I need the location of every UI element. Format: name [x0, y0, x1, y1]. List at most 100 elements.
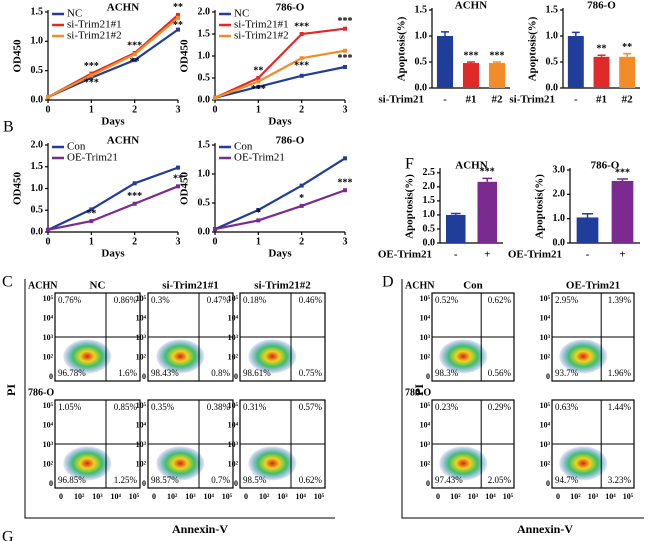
- x-tick-label: 10⁵: [129, 492, 140, 501]
- point: [343, 26, 347, 31]
- point: [343, 48, 347, 53]
- quadrant-percent: 1.6%: [118, 368, 137, 378]
- series-line: [47, 17, 179, 99]
- y-tick-label: 1.0: [198, 50, 211, 61]
- group-label: si-Trim21: [509, 94, 555, 106]
- bar: [619, 56, 636, 88]
- x-tick-label: #1: [466, 94, 477, 106]
- y-tick-label: 0: [546, 479, 550, 488]
- y-tick-label: 10³: [43, 333, 54, 342]
- quadrant-percent: 98.5%: [243, 475, 267, 485]
- significance: ***: [480, 167, 495, 178]
- panel-letter: C: [2, 274, 13, 291]
- quadrant-percent: 0.8%: [211, 368, 230, 378]
- point: [46, 227, 50, 232]
- x-tick-label: 10⁴: [111, 492, 122, 501]
- quadrant-percent: 0.35%: [151, 402, 175, 412]
- y-tick-label: 2.5: [423, 167, 436, 178]
- y-tick-label: 0.5: [546, 56, 559, 67]
- y-tick-label: 0.5: [31, 65, 44, 76]
- group-label: OE-Trim21: [378, 249, 432, 261]
- legend-label: Con: [67, 141, 86, 153]
- point: [299, 203, 304, 208]
- series-line: [214, 49, 346, 99]
- y-tick-label: 10³: [540, 440, 551, 449]
- y-tick-label: 10⁵: [540, 401, 551, 410]
- quadrant-percent: 98.57%: [151, 475, 179, 485]
- chart-title: 786-O: [276, 135, 305, 147]
- point: [299, 32, 304, 36]
- quadrant-percent: 0.7%: [211, 475, 230, 485]
- series-line: [214, 189, 346, 231]
- quadrant-percent: 0.47%: [207, 295, 231, 305]
- x-tick-label: +: [619, 249, 625, 261]
- quadrant-percent: 96.85%: [58, 475, 86, 485]
- y-tick-label: 1.5: [198, 139, 211, 150]
- legend-label: Con: [234, 141, 253, 153]
- y-tick-label: 10⁴: [540, 313, 551, 322]
- y-tick-label: 10²: [540, 459, 551, 468]
- bar: [593, 56, 610, 88]
- x-tick-label: -: [586, 249, 590, 261]
- column-title: Con: [463, 280, 483, 292]
- y-tick-label: 0.5: [415, 56, 428, 67]
- series-line: [214, 65, 346, 99]
- bar: [462, 63, 480, 88]
- y-tick-label: 10⁵: [136, 294, 147, 303]
- column-title: OE-Trim21: [566, 280, 620, 292]
- significance: ***: [127, 191, 142, 202]
- x-tick-label: 2: [299, 104, 304, 115]
- y-axis-label: Apoptosis(%): [527, 16, 539, 81]
- quadrant-percent: 0.29%: [488, 402, 512, 412]
- legend-label: OE-Trim21: [67, 152, 118, 164]
- point: [89, 207, 94, 212]
- y-tick-label: 1.5: [31, 161, 44, 172]
- quadrant-percent: 0.56%: [488, 368, 512, 378]
- quadrant-percent: 98.3%: [435, 368, 459, 378]
- x-tick-label: 0: [556, 492, 560, 501]
- significance: ***: [338, 16, 353, 27]
- significance: ***: [338, 53, 353, 64]
- x-tick-label: 1: [89, 104, 94, 115]
- y-tick-label: 10³: [136, 333, 147, 342]
- x-tick-label: 0: [436, 492, 440, 501]
- y-tick-label: 1.5: [31, 6, 44, 17]
- axis-label: PI: [4, 384, 18, 396]
- y-tick-label: 0: [234, 372, 238, 381]
- quadrant-percent: 0.86%: [114, 295, 138, 305]
- x-tick-label: 3: [343, 104, 348, 115]
- significance: *: [256, 208, 261, 219]
- y-tick-label: 1.0: [415, 30, 428, 41]
- density: [156, 339, 205, 374]
- error-bar: [623, 52, 632, 57]
- x-tick-label: 2: [299, 236, 304, 247]
- density: [248, 339, 297, 374]
- x-tick-label: 10⁵: [503, 492, 514, 501]
- y-tick-label: 10³: [43, 440, 54, 449]
- point: [46, 95, 50, 100]
- quadrant-percent: 94.7%: [555, 475, 579, 485]
- legend-label: si-Trim21#1: [234, 19, 289, 31]
- y-tick-label: 0.5: [198, 197, 211, 208]
- quadrant-percent: 1.05%: [58, 402, 82, 412]
- panel-letter: G: [2, 529, 14, 541]
- legend-label: NC: [234, 8, 249, 20]
- density: [439, 339, 488, 374]
- x-tick-label: -: [443, 94, 447, 106]
- x-tick-label: 10²: [450, 492, 461, 501]
- y-axis-label: Apoptosis(%): [404, 174, 416, 239]
- significance: **: [622, 42, 632, 53]
- x-tick-label: 10³: [277, 492, 288, 501]
- significance: **: [86, 208, 96, 219]
- x-tick-label: 10⁴: [296, 492, 307, 501]
- frame: [24, 279, 335, 519]
- point: [213, 95, 217, 100]
- series-line: [47, 185, 179, 231]
- point: [176, 184, 180, 189]
- x-tick-label: 2: [132, 236, 137, 247]
- point: [256, 207, 261, 212]
- quadrant-percent: 0.57%: [299, 402, 323, 412]
- y-axis-label: OD450: [12, 39, 24, 73]
- quadrant-percent: 0.31%: [243, 402, 267, 412]
- y-tick-label: 0.0: [198, 226, 211, 237]
